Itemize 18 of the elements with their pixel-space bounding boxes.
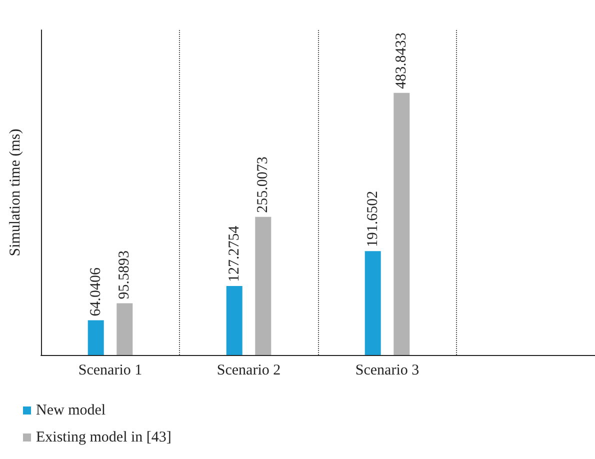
legend-label: Existing model in [43] xyxy=(36,430,172,446)
data-label: 255.0073 xyxy=(255,156,272,213)
data-label: 191.6502 xyxy=(364,190,381,248)
bar xyxy=(394,92,410,355)
data-label: 127.2754 xyxy=(226,225,242,282)
bar xyxy=(116,303,133,355)
data-label: 95.5893 xyxy=(116,250,133,300)
data-label: 64.0406 xyxy=(88,267,104,316)
bar xyxy=(255,216,272,355)
data-label: 483.8433 xyxy=(394,32,410,89)
x-tick-label: Scenario 2 xyxy=(216,362,281,378)
legend-label: New model xyxy=(36,402,106,418)
x-tick-label: Scenario 3 xyxy=(355,362,420,378)
bar xyxy=(88,320,104,355)
y-axis-title: Simulation time (ms) xyxy=(8,128,24,256)
x-tick-label: Scenario 1 xyxy=(78,362,142,378)
bar xyxy=(364,251,381,355)
bar xyxy=(226,286,242,355)
